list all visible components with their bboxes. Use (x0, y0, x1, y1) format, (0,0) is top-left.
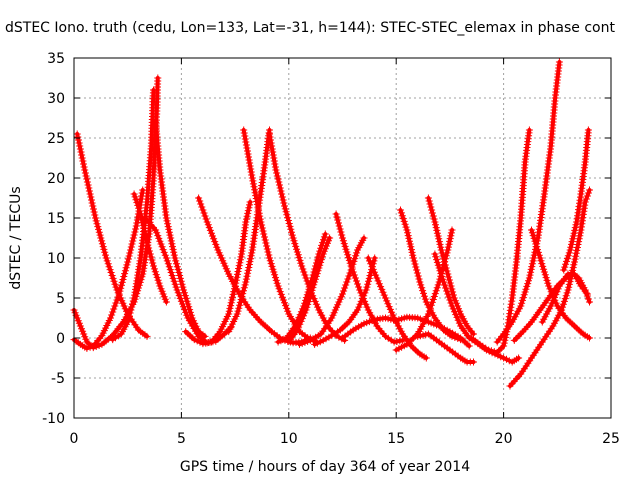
y-tick-label: 20 (47, 171, 65, 187)
series-pass-31 (538, 270, 591, 326)
series-markers (467, 126, 533, 356)
x-tick-labels: 0 5 10 15 20 25 (70, 431, 620, 447)
series-markers (424, 194, 477, 338)
series-layer (70, 58, 593, 390)
series-pass-22 (424, 194, 477, 338)
series-pass-21 (392, 226, 456, 354)
series-markers (538, 270, 591, 326)
x-tick-label: 25 (602, 431, 620, 447)
series-pass-24 (414, 330, 477, 366)
series-pass-13 (274, 230, 329, 346)
series-line (276, 232, 328, 344)
series-pass-14 (285, 234, 334, 345)
y-tick-label: -5 (51, 371, 65, 387)
x-tick-label: 5 (177, 431, 186, 447)
series-pass-04 (109, 86, 157, 344)
series-pass-07 (141, 214, 235, 347)
series-pass-26 (493, 58, 563, 346)
series-markers (285, 234, 334, 345)
series-markers (274, 230, 329, 346)
series-pass-06 (152, 118, 209, 340)
axis-ticks (73, 57, 612, 419)
series-pass-15 (296, 234, 368, 348)
series-markers (182, 198, 254, 348)
series-markers (364, 254, 430, 362)
x-tick-label: 20 (495, 431, 513, 447)
series-pass-20 (397, 206, 465, 344)
y-axis-label: dSTEC / TECUs (8, 186, 24, 289)
series-markers (332, 210, 407, 346)
series-markers (506, 186, 593, 390)
x-axis-label: GPS time / hours of day 364 of year 2014 (180, 459, 470, 475)
series-pass-25 (467, 126, 533, 356)
series-pass-18 (364, 254, 430, 362)
y-tick-label: 25 (47, 131, 65, 147)
series-markers (130, 190, 170, 306)
y-tick-label: 0 (56, 331, 65, 347)
y-tick-label: 10 (47, 251, 65, 267)
y-tick-label: 30 (47, 91, 65, 107)
series-pass-10 (225, 126, 273, 336)
series-markers (560, 126, 592, 274)
x-tick-label: 0 (70, 431, 79, 447)
series-pass-05 (130, 190, 170, 306)
series-markers (493, 58, 563, 346)
series-markers (414, 330, 477, 366)
y-tick-labels: -10 -5 0 5 10 15 20 25 30 35 (42, 51, 65, 427)
y-tick-label: -10 (42, 411, 65, 427)
y-tick-label: 5 (56, 291, 65, 307)
y-tick-label: 35 (47, 51, 65, 67)
y-tick-label: 15 (47, 211, 65, 227)
series-pass-09 (182, 198, 254, 348)
series-markers (296, 234, 368, 348)
series-pass-16 (332, 210, 407, 346)
series-pass-17 (311, 254, 379, 348)
series-pass-30 (560, 126, 592, 274)
series-markers (152, 118, 209, 340)
x-tick-label: 15 (387, 431, 405, 447)
series-markers (141, 214, 235, 347)
series-markers (225, 126, 273, 336)
plot-frame (73, 57, 612, 419)
x-tick-label: 10 (280, 431, 298, 447)
series-pass-28 (528, 226, 593, 342)
chart-title: dSTEC Iono. truth (cedu, Lon=133, Lat=-3… (5, 20, 615, 36)
